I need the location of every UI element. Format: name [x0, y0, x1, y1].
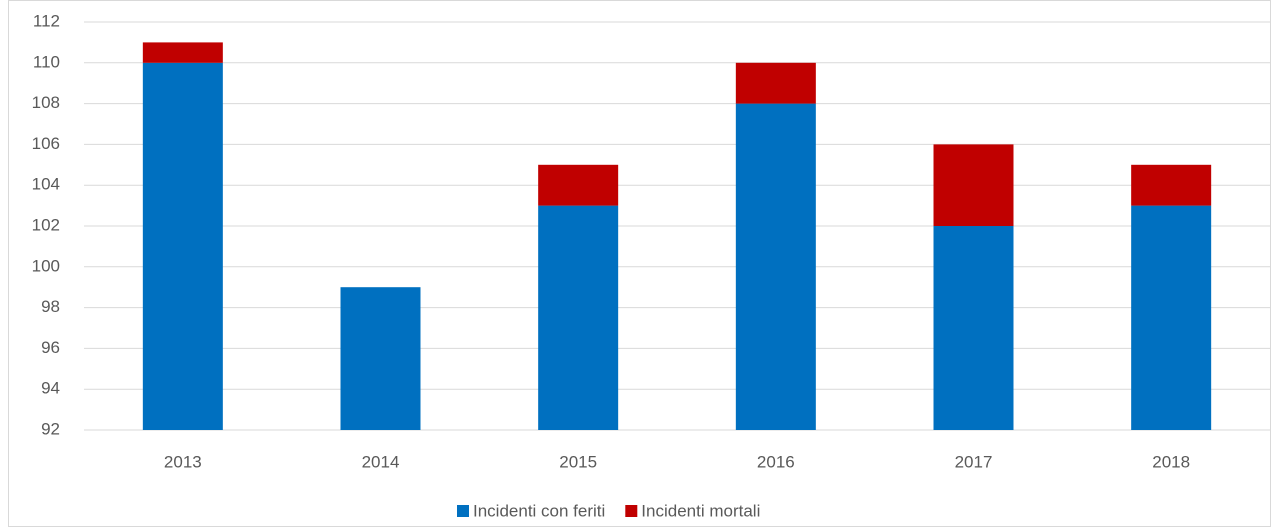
legend-label: Incidenti con feriti: [473, 501, 605, 520]
x-tick-label: 2016: [757, 452, 795, 471]
bar-segment: [142, 42, 223, 63]
y-tick-label: 108: [32, 93, 60, 112]
bar-segment: [1131, 164, 1212, 206]
y-tick-label: 110: [33, 52, 60, 71]
bar-segment: [340, 287, 421, 430]
legend-label: Incidenti mortali: [641, 501, 760, 520]
bar-segment: [933, 144, 1014, 226]
bar-segment: [933, 226, 1014, 430]
bar-segment: [142, 62, 223, 431]
bar-segment: [538, 164, 619, 206]
y-tick-label: 112: [33, 11, 60, 30]
x-tick-label: 2013: [164, 452, 202, 471]
x-tick-label: 2017: [955, 452, 993, 471]
bar-segment: [735, 103, 816, 430]
y-tick-label: 98: [41, 297, 60, 316]
y-tick-label: 106: [32, 134, 60, 153]
x-tick-label: 2015: [559, 452, 597, 471]
legend-swatch: [457, 505, 469, 517]
legend-swatch: [625, 505, 638, 517]
bar-segment: [735, 62, 816, 104]
x-tick-label: 2018: [1152, 452, 1190, 471]
y-tick-label: 96: [41, 338, 60, 357]
y-tick-label: 100: [32, 256, 60, 275]
y-tick-label: 102: [32, 215, 60, 234]
x-tick-label: 2014: [362, 452, 400, 471]
y-tick-label: 104: [32, 175, 60, 194]
y-tick-label: 94: [41, 379, 60, 398]
y-tick-label: 92: [41, 419, 60, 438]
bar-segment: [538, 205, 619, 430]
bar-segment: [1131, 205, 1212, 430]
